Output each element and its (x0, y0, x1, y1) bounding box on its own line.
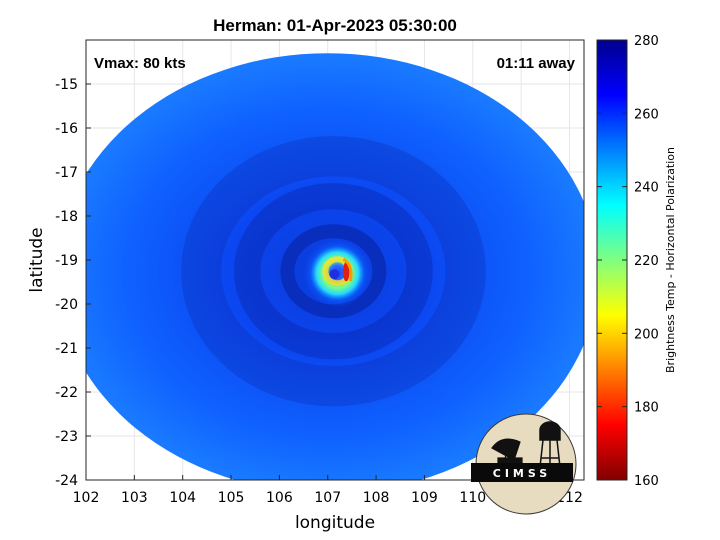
colorbar-tick-label: 200 (634, 327, 659, 342)
water-tower-icon (538, 421, 562, 477)
y-tick-label: -23 (55, 429, 78, 445)
vmax-label: Vmax: 80 kts (94, 55, 186, 72)
y-tick-label: -15 (55, 77, 78, 93)
colorbar-tick-label: 240 (634, 181, 659, 196)
y-axis-label: latitude (27, 227, 47, 292)
y-tick-label: -21 (55, 341, 78, 357)
y-tick-label: -19 (55, 253, 78, 269)
cimss-logo: CIMSS (471, 413, 577, 515)
rain-band (181, 136, 486, 407)
time-away-label: 01:11 away (497, 55, 576, 72)
chart-title: Herman: 01-Apr-2023 05:30:00 (213, 16, 457, 35)
y-axis-ticks: -24 -23 -22 -21 -20 -19 -18 -17 -16 -15 (55, 77, 91, 489)
x-tick-label: 106 (266, 490, 293, 506)
colorbar-label: Brightness Temp - Horizontal Polarizatio… (664, 147, 677, 373)
rain-band (280, 224, 387, 319)
logo-banner (471, 463, 573, 482)
x-tick-label: 105 (218, 490, 245, 506)
x-tick-label: 102 (73, 490, 100, 506)
x-tick-label: 110 (459, 490, 486, 506)
colorbar-tick-label: 180 (634, 401, 659, 416)
x-axis-label: longitude (295, 513, 375, 533)
x-tick-label: 107 (314, 490, 341, 506)
colorbar-ticks: 160 180 200 220 240 260 280 (597, 34, 659, 489)
eyewall-core (322, 256, 353, 287)
x-tick-label: 109 (411, 490, 438, 506)
y-tick-label: -17 (55, 165, 78, 181)
rain-bands (181, 136, 486, 407)
x-tick-label: 103 (121, 490, 148, 506)
rain-band (234, 183, 433, 360)
colorbar-tick-label: 160 (634, 474, 659, 489)
eyewall-hot-spot (342, 261, 350, 282)
y-tick-label: -22 (55, 385, 78, 401)
x-tick-label: 104 (169, 490, 196, 506)
colorbar-tick-label: 220 (634, 254, 659, 269)
y-tick-label: -16 (55, 121, 78, 137)
colorbar-tick-label: 280 (634, 34, 659, 49)
colorbar-tick-label: 260 (634, 107, 659, 122)
x-tick-label: 108 (363, 490, 390, 506)
eye-center (329, 269, 340, 280)
eyewall-rim (342, 257, 353, 282)
logo-text: CIMSS (493, 467, 551, 480)
y-tick-label: -24 (55, 473, 78, 489)
y-tick-label: -20 (55, 297, 78, 313)
y-tick-label: -18 (55, 209, 78, 225)
